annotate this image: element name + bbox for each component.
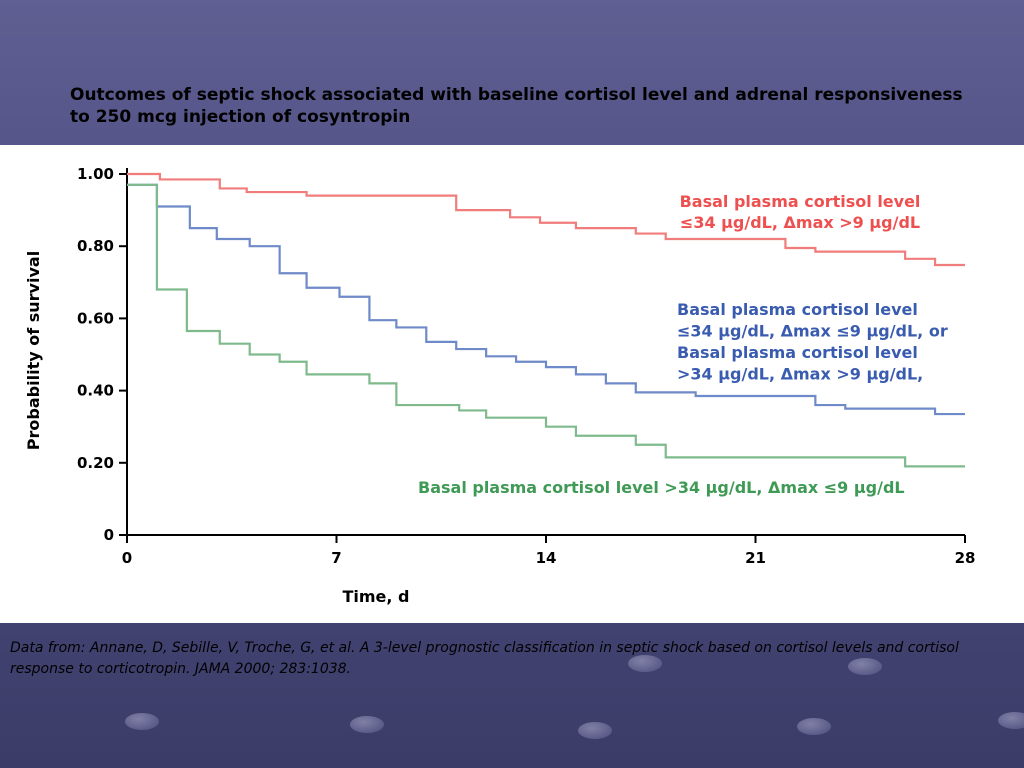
- y-tick-label: 0.40: [77, 382, 114, 400]
- decor-bubble: [350, 716, 384, 733]
- y-tick-label: 1.00: [77, 165, 114, 183]
- series-line-blue: [127, 183, 965, 416]
- x-tick-label: 28: [955, 549, 976, 567]
- y-tick-label: 0.20: [77, 454, 114, 472]
- y-tick-label: 0: [104, 526, 114, 544]
- x-tick-label: 21: [745, 549, 766, 567]
- y-axis-label: Probability of survival: [24, 251, 43, 450]
- decor-bubble: [998, 712, 1024, 729]
- series-label-red: ≤34 µg/dL, Δmax >9 µg/dL: [680, 213, 920, 232]
- series-line-red: [127, 172, 965, 267]
- series-label-red: Basal plasma cortisol level: [680, 192, 921, 211]
- decor-bubble: [797, 718, 831, 735]
- slide-title: Outcomes of septic shock associated with…: [70, 85, 963, 127]
- series-label-blue: Basal plasma cortisol level: [677, 300, 918, 319]
- decor-bubble: [125, 713, 159, 730]
- decor-bubble: [578, 722, 612, 739]
- x-tick-label: 0: [122, 549, 132, 567]
- x-axis-label: Time, d: [342, 587, 409, 606]
- series-label-blue: >34 µg/dL, Δmax >9 µg/dL,: [677, 365, 923, 384]
- citation: Data from: Annane, D, Sebille, V, Troche…: [10, 640, 959, 677]
- series-label-blue: Basal plasma cortisol level: [677, 343, 918, 362]
- chart-panel: 0 0.20 0.40 0.60 0.80 1.00 0 7 14 21 28 Time, d Prob…: [0, 145, 1024, 623]
- x-tick-label: 14: [536, 549, 557, 567]
- series-label-blue: ≤34 µg/dL, Δmax ≤9 µg/dL, or: [677, 322, 948, 341]
- x-tick-label: 7: [331, 549, 341, 567]
- series-label-green: Basal plasma cortisol level >34 µg/dL, Δ…: [418, 478, 905, 497]
- y-tick-label: 0.80: [77, 237, 114, 255]
- decor-bubble: [848, 658, 882, 675]
- decor-bubble: [628, 655, 662, 672]
- series-line-green: [127, 183, 965, 468]
- y-tick-label: 0.60: [77, 309, 114, 327]
- survival-chart: 0 0.20 0.40 0.60 0.80 1.00 0 7 14 21 28 Time, d Prob…: [24, 165, 976, 606]
